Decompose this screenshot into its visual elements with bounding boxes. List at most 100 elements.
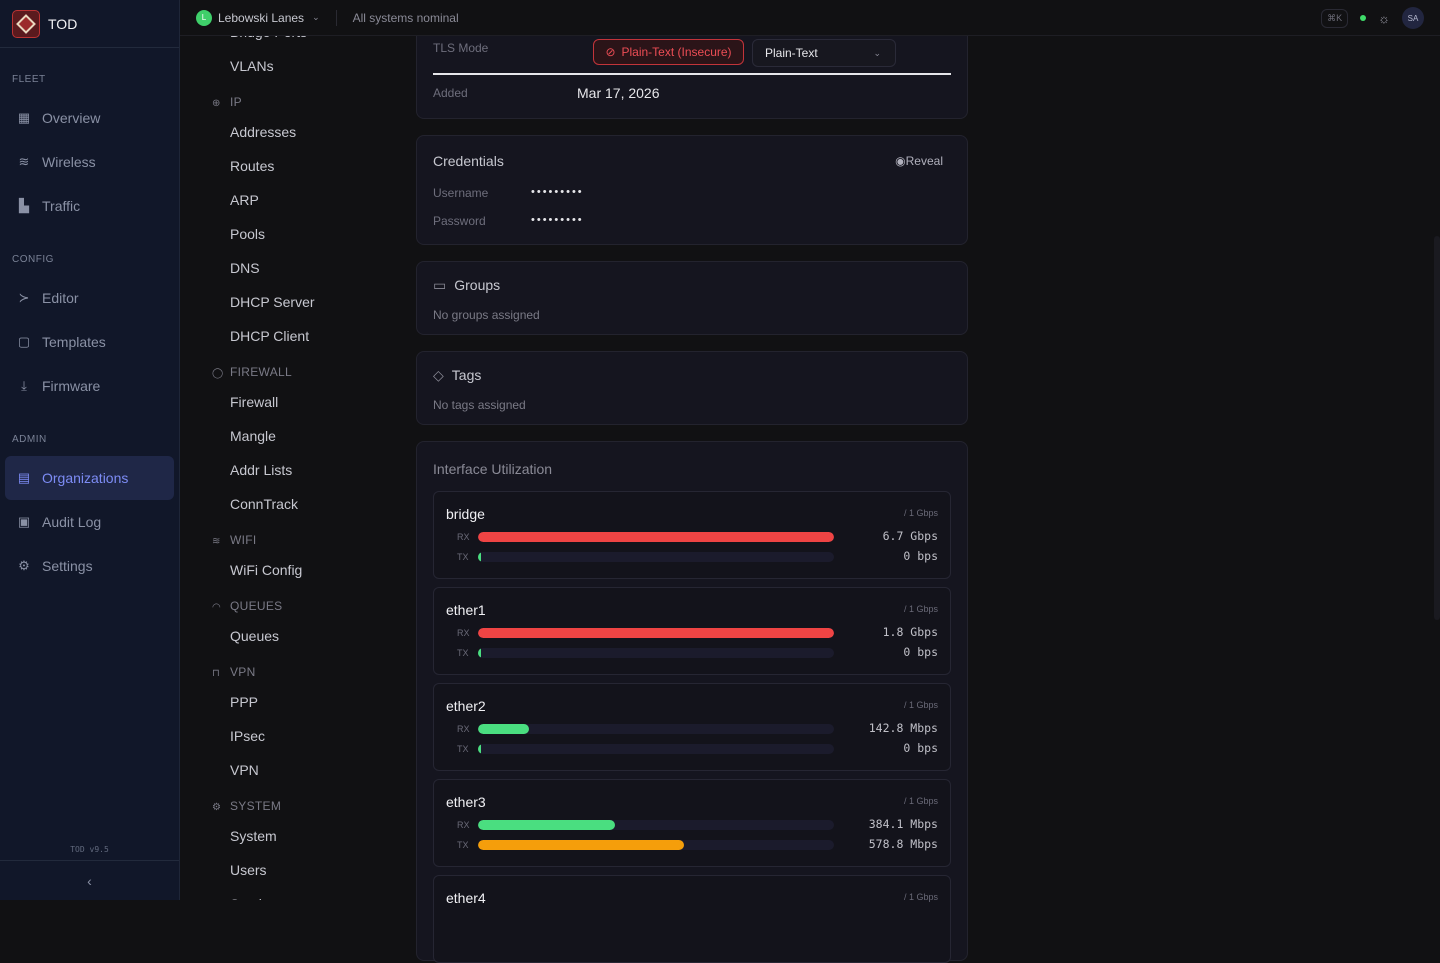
tx-label: TX xyxy=(457,744,469,754)
scrollbar[interactable] xyxy=(1434,236,1440,620)
nav-group-label: QUEUES xyxy=(230,599,283,613)
subnav-item-firewall[interactable]: Firewall xyxy=(230,394,279,410)
subnav-item-ipsec[interactable]: IPsec xyxy=(230,728,266,744)
status-dot xyxy=(1360,15,1367,21)
subnav-item-dhcp-server[interactable]: DHCP Server xyxy=(230,294,315,310)
org-avatar: L xyxy=(196,9,212,26)
interface-utilization-card: Interface Utilization bridge / 1 Gbps RX 6.… xyxy=(416,441,968,963)
brand[interactable]: TOD xyxy=(0,0,179,48)
tag-icon: ◇ xyxy=(433,367,444,383)
eye-icon: ◉ xyxy=(895,154,906,168)
badge-text: Plain-Text (Insecure) xyxy=(621,45,732,59)
subnav-item-dhcp-client[interactable]: DHCP Client xyxy=(230,328,310,344)
user-avatar[interactable]: SA xyxy=(1402,7,1424,29)
subnav-item-system[interactable]: System xyxy=(230,828,277,844)
shield-icon: ◯ xyxy=(212,368,224,379)
globe-icon: ⊕ xyxy=(212,98,221,109)
folder-icon: ▭ xyxy=(433,277,447,293)
subnav-item-queues[interactable]: Queues xyxy=(230,628,280,644)
section-label-fleet: FLEET xyxy=(12,74,46,85)
section-label-config: CONFIG xyxy=(12,254,54,265)
rx-rate: 6.7 Gbps xyxy=(882,529,938,543)
rx-bar-track xyxy=(478,532,834,542)
subnav-item-dns[interactable]: DNS xyxy=(230,260,260,276)
added-label: Added xyxy=(433,86,468,100)
section-label-admin: ADMIN xyxy=(12,434,47,445)
groups-empty: No groups assigned xyxy=(433,308,540,322)
subnav-item-users[interactable]: Users xyxy=(230,862,267,878)
gear-icon: ⚙ xyxy=(212,802,222,813)
interface-capacity: / 1 Gbps xyxy=(903,796,938,806)
subnav-item-arp[interactable]: ARP xyxy=(230,192,259,208)
interface-name: bridge xyxy=(446,506,485,522)
sidebar-item-organizations[interactable]: ▤ Organizations xyxy=(5,456,174,500)
tx-bar-track xyxy=(478,744,834,754)
tx-label: TX xyxy=(457,552,469,562)
subnav-item-pools[interactable]: Pools xyxy=(230,226,266,242)
subnav-item-wifi-config[interactable]: WiFi Config xyxy=(230,562,303,578)
sidebar-item-traffic[interactable]: ▙ Traffic xyxy=(5,184,174,228)
sidebar-item-label: Templates xyxy=(42,334,106,350)
divider xyxy=(335,9,337,26)
interface-row-ether3: ether3 / 1 Gbps RX 384.1 Mbps TX 578.8 Mbps xyxy=(433,779,951,867)
rx-bar-fill xyxy=(478,820,615,830)
subnav-item-ppp[interactable]: PPP xyxy=(230,694,259,710)
tx-rate: 0 bps xyxy=(903,741,938,755)
interface-row-ether4: ether4 / 1 Gbps xyxy=(433,875,951,963)
section-items: ≻ Editor ▢ Templates ⤓ Firmware xyxy=(0,276,179,408)
chevron-down-icon: ⌄ xyxy=(873,47,881,58)
rx-rate: 384.1 Mbps xyxy=(868,817,938,831)
subnav-item-routes[interactable]: Routes xyxy=(230,158,275,174)
groups-title: ▭ Groups xyxy=(433,277,500,294)
interface-capacity: / 1 Gbps xyxy=(903,700,938,710)
lock-icon: ⊓ xyxy=(212,668,221,679)
sidebar-item-wireless[interactable]: ≋ Wireless xyxy=(5,140,174,184)
subnav-item-mangle[interactable]: Mangle xyxy=(230,428,276,444)
rx-label: RX xyxy=(457,724,470,734)
rx-bar-fill xyxy=(478,628,834,638)
interface-name: ether3 xyxy=(446,794,486,810)
nav-group-ip: ⊕ IP xyxy=(212,95,242,109)
divider xyxy=(433,73,951,75)
subnav-item-vlans[interactable]: VLANs xyxy=(230,58,274,74)
clipboard-icon: ▣ xyxy=(17,514,31,529)
insecure-badge: ⊘ Plain-Text (Insecure) xyxy=(593,39,744,65)
interface-name: ether4 xyxy=(446,890,486,906)
sidebar-item-label: Audit Log xyxy=(42,514,102,530)
section-items: ▦ Overview ≋ Wireless ▙ Traffic xyxy=(0,96,179,228)
subnav-item-vpn[interactable]: VPN xyxy=(230,762,259,778)
logo-icon xyxy=(12,9,40,38)
tx-bar-fill xyxy=(478,648,481,658)
credentials-card: Credentials ◉Reveal Username ••••••••• P… xyxy=(416,135,968,245)
chevron-down-icon[interactable]: ⌄ xyxy=(312,12,320,22)
subnav-item-addresses[interactable]: Addresses xyxy=(230,124,297,140)
tags-empty: No tags assigned xyxy=(433,398,526,412)
sidebar-item-editor[interactable]: ≻ Editor xyxy=(5,276,174,320)
tx-rate: 578.8 Mbps xyxy=(868,837,938,851)
bar-chart-icon: ▙ xyxy=(19,198,29,213)
nav-group-label: FIREWALL xyxy=(230,365,292,379)
sidebar-item-audit-log[interactable]: ▣ Audit Log xyxy=(5,500,174,544)
sidebar-item-overview[interactable]: ▦ Overview xyxy=(5,96,174,140)
nav-group-label: SYSTEM xyxy=(230,799,282,813)
command-palette-button[interactable]: ⌘K xyxy=(1321,8,1349,28)
subnav-item-conntrack[interactable]: ConnTrack xyxy=(230,496,298,512)
nav-group-vpn: ⊓ VPN xyxy=(212,665,256,679)
sidebar-item-firmware[interactable]: ⤓ Firmware xyxy=(5,364,174,408)
interface-capacity: / 1 Gbps xyxy=(903,508,938,518)
reveal-button[interactable]: ◉Reveal xyxy=(895,154,943,168)
collapse-sidebar-button[interactable]: ‹ xyxy=(0,860,179,900)
org-switcher[interactable]: Lebowski Lanes xyxy=(218,10,305,25)
subnav-item-addr-lists[interactable]: Addr Lists xyxy=(230,462,293,478)
shield-off-icon: ⊘ xyxy=(605,45,616,59)
gear-icon: ⚙ xyxy=(18,558,30,573)
subnav-item-services[interactable]: Services xyxy=(230,896,284,900)
rx-bar-fill xyxy=(478,532,834,542)
sidebar-item-settings[interactable]: ⚙ Settings xyxy=(5,544,174,588)
tls-mode-select[interactable]: Plain-Text ⌄ xyxy=(752,39,896,67)
rx-bar-track xyxy=(478,628,834,638)
sun-icon[interactable]: ☼ xyxy=(1378,10,1390,26)
rx-label: RX xyxy=(457,532,470,542)
sidebar-item-templates[interactable]: ▢ Templates xyxy=(5,320,174,364)
nav-group-label: VPN xyxy=(230,665,256,679)
